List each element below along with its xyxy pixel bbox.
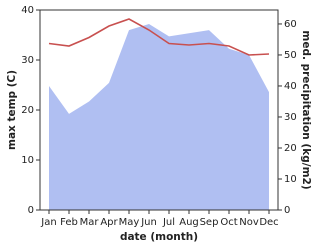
y2-tick-label: 0 (284, 205, 290, 216)
y-tick-label: 20 (21, 105, 34, 116)
y2-tick-label: 20 (284, 143, 297, 154)
x-axis-title: date (month) (120, 231, 198, 243)
x-tick-label: May (119, 217, 140, 228)
y2-tick-label: 40 (284, 81, 297, 92)
y2-tick-label: 10 (284, 174, 297, 185)
y2-tick-label: 60 (284, 19, 297, 30)
x-tick-label: Dec (259, 217, 278, 228)
y2-tick-label: 30 (284, 112, 297, 123)
x-tick-label: Mar (80, 217, 100, 228)
x-tick-label: Feb (60, 217, 78, 228)
x-tick-label: Aug (179, 217, 199, 228)
y-axis-title: max temp (C) (6, 70, 18, 150)
x-tick-label: Jun (140, 217, 157, 228)
x-tick-label: Apr (100, 217, 118, 228)
x-tick-label: Nov (239, 217, 259, 228)
y-tick-label: 30 (21, 55, 34, 66)
y-tick-label: 0 (28, 205, 34, 216)
y-tick-label: 10 (21, 155, 34, 166)
x-tick-label: Sep (200, 217, 219, 228)
temp-line (48, 18, 270, 56)
y2-axis-title: med. precipitation (kg/m2) (300, 30, 312, 189)
y2-tick-label: 50 (284, 50, 297, 61)
x-tick-label: Jan (40, 217, 56, 228)
x-tick-label: Oct (220, 217, 237, 228)
x-tick-label: Jul (162, 217, 175, 228)
y-tick-label: 40 (21, 5, 34, 16)
precip-area (49, 23, 269, 210)
